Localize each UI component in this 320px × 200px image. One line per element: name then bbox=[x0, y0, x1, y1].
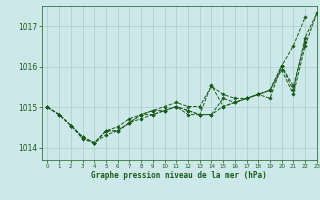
X-axis label: Graphe pression niveau de la mer (hPa): Graphe pression niveau de la mer (hPa) bbox=[91, 171, 267, 180]
